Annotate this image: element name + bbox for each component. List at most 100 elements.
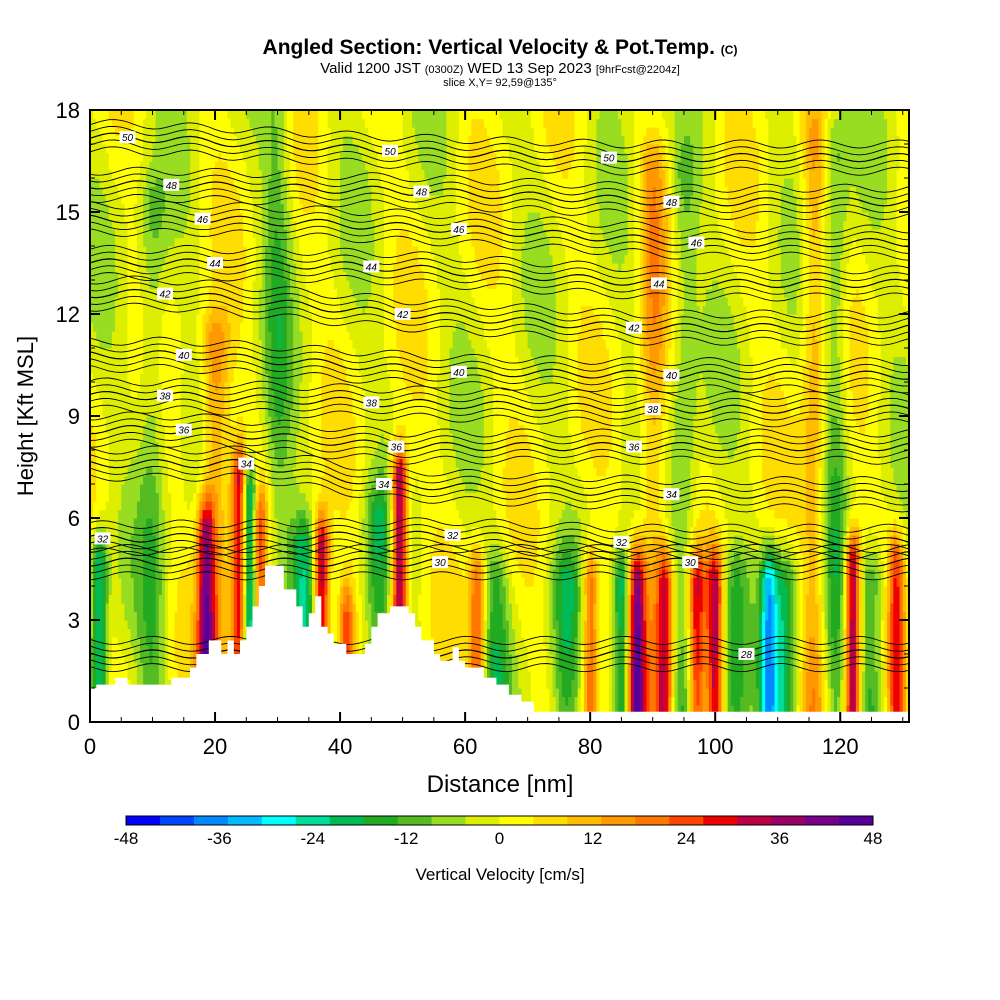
velocity-cell <box>127 365 132 375</box>
velocity-cell <box>168 484 172 494</box>
velocity-cell <box>168 526 172 536</box>
velocity-cell <box>124 628 129 638</box>
velocity-cell <box>130 577 135 587</box>
velocity-cell <box>111 611 116 621</box>
velocity-cell <box>174 365 179 375</box>
velocity-cell <box>99 186 104 196</box>
velocity-cell <box>143 433 147 443</box>
velocity-cell <box>121 475 125 485</box>
velocity-cell <box>168 263 172 273</box>
velocity-cell <box>127 492 132 502</box>
velocity-cell <box>186 314 191 324</box>
velocity-cell <box>180 450 185 460</box>
velocity-cell <box>174 543 179 553</box>
velocity-cell <box>168 518 172 528</box>
velocity-cell <box>102 586 107 596</box>
velocity-cell <box>108 560 113 570</box>
velocity-cell <box>152 518 157 528</box>
velocity-cell <box>165 586 169 596</box>
velocity-cell <box>118 577 122 587</box>
velocity-cell <box>140 467 144 477</box>
velocity-cell <box>183 169 188 179</box>
velocity-cell <box>108 212 113 222</box>
velocity-cell <box>99 501 104 511</box>
velocity-cell <box>118 518 122 528</box>
velocity-cell <box>190 229 194 239</box>
velocity-cell <box>174 484 179 494</box>
velocity-cell <box>180 569 185 579</box>
velocity-cell <box>93 637 97 647</box>
velocity-cell <box>161 220 166 230</box>
velocity-cell <box>171 628 175 638</box>
velocity-cell <box>115 356 119 366</box>
velocity-cell <box>152 161 157 171</box>
velocity-cell <box>124 467 129 477</box>
velocity-cell <box>121 671 125 681</box>
velocity-cell <box>177 118 182 128</box>
velocity-cell <box>158 331 163 341</box>
velocity-cell <box>124 594 129 604</box>
velocity-cell <box>105 348 110 358</box>
velocity-cell <box>90 467 94 477</box>
velocity-cell <box>171 577 175 587</box>
velocity-cell <box>180 509 185 519</box>
velocity-cell <box>118 645 122 655</box>
velocity-cell <box>105 288 110 298</box>
velocity-cell <box>152 475 157 485</box>
velocity-cell <box>127 254 132 264</box>
velocity-cell <box>152 220 157 230</box>
velocity-cell <box>149 603 154 613</box>
velocity-cell <box>102 399 107 409</box>
velocity-cell <box>190 518 194 528</box>
velocity-cell <box>168 492 172 502</box>
velocity-cell <box>180 501 185 511</box>
velocity-cell <box>115 169 119 179</box>
velocity-cell <box>158 220 163 230</box>
velocity-cell <box>161 543 166 553</box>
velocity-cell <box>102 144 107 154</box>
velocity-cell <box>143 603 147 613</box>
velocity-cell <box>130 424 135 434</box>
velocity-cell <box>133 458 138 468</box>
velocity-cell <box>168 433 172 443</box>
velocity-cell <box>180 586 185 596</box>
velocity-cell <box>155 135 160 145</box>
velocity-cell <box>165 399 169 409</box>
velocity-cell <box>180 407 185 417</box>
velocity-cell <box>130 441 135 451</box>
velocity-cell <box>158 118 163 128</box>
velocity-cell <box>161 297 166 307</box>
velocity-cell <box>161 645 166 655</box>
velocity-cell <box>183 314 188 324</box>
velocity-cell <box>165 679 169 689</box>
velocity-cell <box>143 475 147 485</box>
velocity-cell <box>118 178 122 188</box>
velocity-cell <box>146 518 150 528</box>
velocity-cell <box>130 305 135 315</box>
velocity-cell <box>186 518 191 528</box>
velocity-cell <box>190 543 194 553</box>
velocity-cell <box>140 127 144 137</box>
velocity-cell <box>96 603 100 613</box>
velocity-cell <box>90 203 94 213</box>
velocity-cell <box>121 305 125 315</box>
velocity-cell <box>155 229 160 239</box>
velocity-cell <box>127 229 132 239</box>
valid-utc: (0300Z) <box>424 64 464 76</box>
velocity-cell <box>146 254 150 264</box>
velocity-cell <box>149 543 154 553</box>
velocity-cell <box>183 458 188 468</box>
velocity-cell <box>108 399 113 409</box>
velocity-cell <box>90 263 94 273</box>
velocity-cell <box>118 560 122 570</box>
velocity-cell <box>99 195 104 205</box>
velocity-cell <box>136 305 141 315</box>
velocity-cell <box>96 399 100 409</box>
velocity-cell <box>171 552 175 562</box>
velocity-cell <box>165 195 169 205</box>
velocity-cell <box>186 501 191 511</box>
velocity-cell <box>115 339 119 349</box>
velocity-cell <box>105 246 110 256</box>
velocity-cell <box>96 458 100 468</box>
velocity-cell <box>115 365 119 375</box>
